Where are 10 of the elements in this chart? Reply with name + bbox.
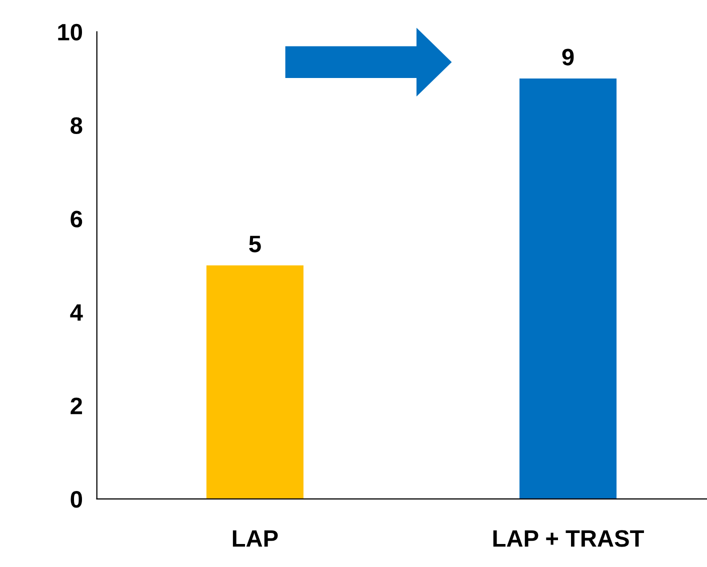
x-tick-label: LAP: [232, 530, 278, 547]
y-tick-label: 0: [70, 491, 82, 508]
y-tick-label: 6: [70, 210, 82, 228]
y-tick-label: 10: [58, 24, 82, 41]
data-label: 9: [562, 48, 574, 66]
data-label: 5: [249, 236, 261, 252]
y-tick-label: 2: [70, 398, 82, 414]
x-tick-label: LAP + TRAST: [493, 530, 644, 547]
y-tick-label: 4: [70, 304, 83, 321]
y-tick-label: 8: [70, 117, 82, 134]
